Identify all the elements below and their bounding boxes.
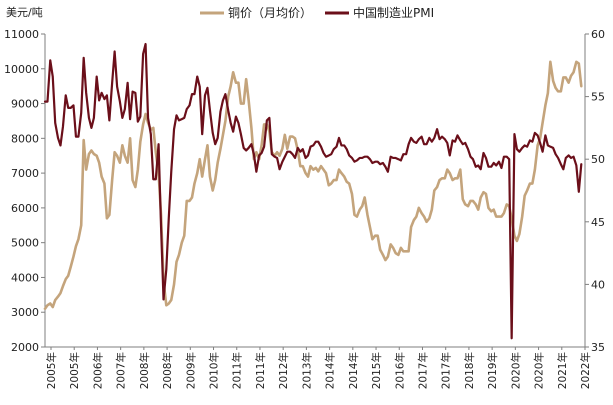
x-tick-label: 2020年 [533,352,546,389]
right-y-tick-label: 35 [591,341,605,354]
left-y-tick-label: 5000 [11,237,39,250]
x-tick-label: 2011年 [254,352,267,389]
x-tick-label: 2018年 [463,352,476,389]
x-tick-label: 2017年 [416,352,429,389]
left-axis-unit-label: 美元/吨 [6,6,43,19]
left-y-tick-label: 2000 [11,341,39,354]
x-tick-label: 2008年 [138,352,151,389]
left-y-tick-label: 7000 [11,167,39,180]
legend-label-copper: 铜价（月均价） [228,5,312,20]
x-tick-label: 2005年 [45,352,58,389]
right-y-tick-label: 60 [591,28,605,41]
x-tick-label: 2005年 [68,352,81,389]
series-line-china-pmi [43,42,583,340]
x-tick-label: 2021年 [556,352,569,389]
left-y-tick-label: 8000 [11,132,39,145]
x-tick-label: 2020年 [509,352,522,389]
x-tick-label: 2015年 [370,352,383,389]
left-y-tick-label: 3000 [11,306,39,319]
left-y-tick-label: 4000 [11,271,39,284]
x-tick-label: 2007年 [115,352,128,389]
x-tick-label: 2012年 [277,352,290,389]
x-tick-label: 2013年 [300,352,313,389]
series-layer [43,42,583,340]
legend: 铜价（月均价） 中国制造业PMI [200,5,434,20]
legend-label-pmi: 中国制造业PMI [353,5,434,20]
x-tick-label: 2008年 [161,352,174,389]
left-y-tick-label: 10000 [4,63,39,76]
right-y-tick-label: 50 [591,153,605,166]
x-tick-label: 2010年 [208,352,221,389]
axes: 2000 3000 4000 5000 6000 7000 8000 9000 10000 110… [4,28,605,389]
left-y-tick-label: 6000 [11,202,39,215]
right-y-tick-label: 40 [591,278,605,291]
x-tick-label: 2006年 [91,352,104,389]
left-y-tick-label: 9000 [11,98,39,111]
right-y-tick-label: 55 [591,91,605,104]
x-tick-label: 2014年 [347,352,360,389]
x-tick-label: 2014年 [324,352,337,389]
right-y-tick-label: 45 [591,216,605,229]
left-y-tick-label: 11000 [4,28,39,41]
x-tick-label: 2017年 [440,352,453,389]
x-tick-label: 2022年 [579,352,592,389]
x-tick-label: 2009年 [184,352,197,389]
x-tick-label: 2011年 [231,352,244,389]
x-tick-label: 2016年 [393,352,406,389]
x-tick-label: 2019年 [486,352,499,389]
series-line-copper-price [43,60,583,311]
